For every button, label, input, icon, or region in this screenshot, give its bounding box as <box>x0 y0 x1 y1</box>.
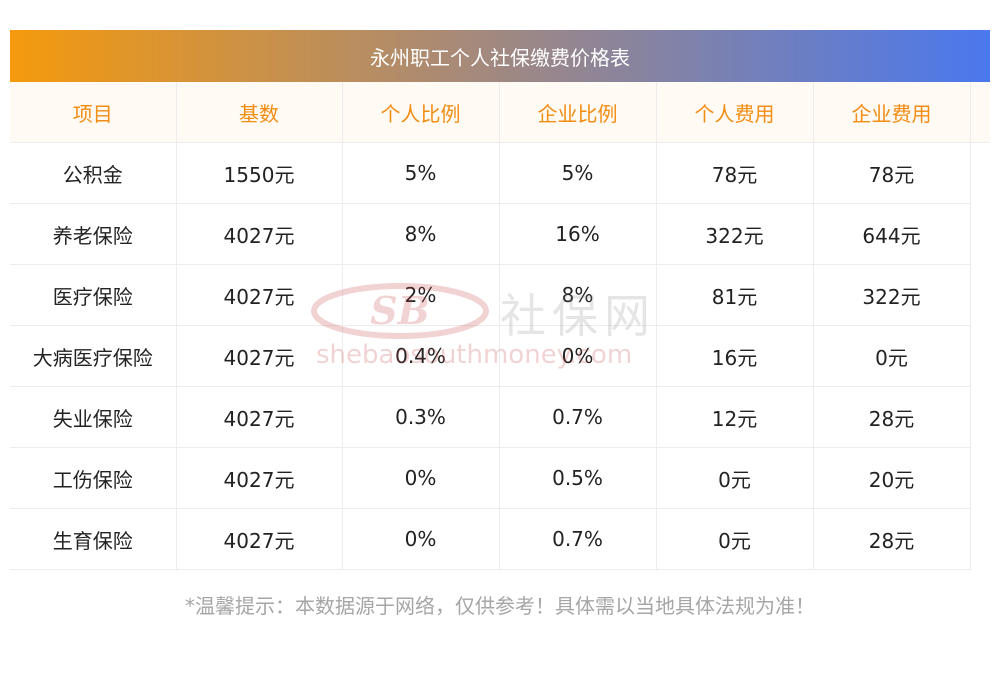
table-cell: 0.5% <box>499 447 657 509</box>
table-row: 生育保险 4027元 0% 0.7% 0元 28元 <box>10 508 971 570</box>
table-cell: 16% <box>499 203 657 265</box>
table-row: 养老保险 4027元 8% 16% 322元 644元 <box>10 203 971 265</box>
table-cell: 20元 <box>813 447 971 509</box>
disclaimer-note: *温馨提示：本数据源于网络，仅供参考！具体需以当地具体法规为准！ <box>185 594 815 618</box>
table-cell: 644元 <box>813 203 971 265</box>
table-cell: 2% <box>342 264 500 326</box>
table-cell: 医疗保险 <box>10 264 177 326</box>
table-row: 公积金 1550元 5% 5% 78元 78元 <box>10 142 971 204</box>
table-cell: 0.7% <box>499 508 657 570</box>
table-row: 大病医疗保险 4027元 0.4% 0% 16元 0元 <box>10 325 971 387</box>
table-cell: 1550元 <box>176 142 343 204</box>
table-cell: 78元 <box>813 142 971 204</box>
table-cell: 81元 <box>656 264 814 326</box>
table-cell: 0.3% <box>342 386 500 448</box>
table-cell: 0元 <box>656 508 814 570</box>
header-cell: 基数 <box>176 82 343 143</box>
table-cell: 28元 <box>813 508 971 570</box>
table-cell: 失业保险 <box>10 386 177 448</box>
table-cell: 8% <box>342 203 500 265</box>
table-cell: 工伤保险 <box>10 447 177 509</box>
table-cell: 322元 <box>813 264 971 326</box>
header-cell: 个人费用 <box>656 82 814 143</box>
table-cell: 4027元 <box>176 508 343 570</box>
table-header-row: 项目 基数 个人比例 企业比例 个人费用 企业费用 <box>10 82 971 143</box>
table-cell: 公积金 <box>10 142 177 204</box>
table-cell: 大病医疗保险 <box>10 325 177 387</box>
table-cell: 0元 <box>813 325 971 387</box>
header-spacer <box>970 82 990 143</box>
table-cell: 4027元 <box>176 264 343 326</box>
table-cell: 5% <box>499 142 657 204</box>
table-cell: 12元 <box>656 386 814 448</box>
table-cell: 78元 <box>656 142 814 204</box>
table-title: 永州职工个人社保缴费价格表 <box>10 30 990 82</box>
table-cell: 养老保险 <box>10 203 177 265</box>
table-cell: 0% <box>342 508 500 570</box>
table-cell: 322元 <box>656 203 814 265</box>
table-cell: 4027元 <box>176 447 343 509</box>
table-cell: 16元 <box>656 325 814 387</box>
table-cell: 0元 <box>656 447 814 509</box>
table-row: 医疗保险 4027元 2% 8% 81元 322元 <box>10 264 971 326</box>
table-cell: 0.4% <box>342 325 500 387</box>
header-cell: 企业比例 <box>499 82 657 143</box>
table-cell: 28元 <box>813 386 971 448</box>
table-row: 失业保险 4027元 0.3% 0.7% 12元 28元 <box>10 386 971 448</box>
table-cell: 4027元 <box>176 203 343 265</box>
table-row: 工伤保险 4027元 0% 0.5% 0元 20元 <box>10 447 971 509</box>
table-cell: 8% <box>499 264 657 326</box>
table-cell: 生育保险 <box>10 508 177 570</box>
table-cell: 0.7% <box>499 386 657 448</box>
table-cell: 5% <box>342 142 500 204</box>
header-cell: 个人比例 <box>342 82 500 143</box>
table-cell: 4027元 <box>176 325 343 387</box>
table-cell: 4027元 <box>176 386 343 448</box>
header-cell: 企业费用 <box>813 82 971 143</box>
insurance-table: 项目 基数 个人比例 企业比例 个人费用 企业费用 公积金 1550元 5% 5… <box>10 82 971 570</box>
table-cell: 0% <box>499 325 657 387</box>
header-cell: 项目 <box>10 82 177 143</box>
table-cell: 0% <box>342 447 500 509</box>
